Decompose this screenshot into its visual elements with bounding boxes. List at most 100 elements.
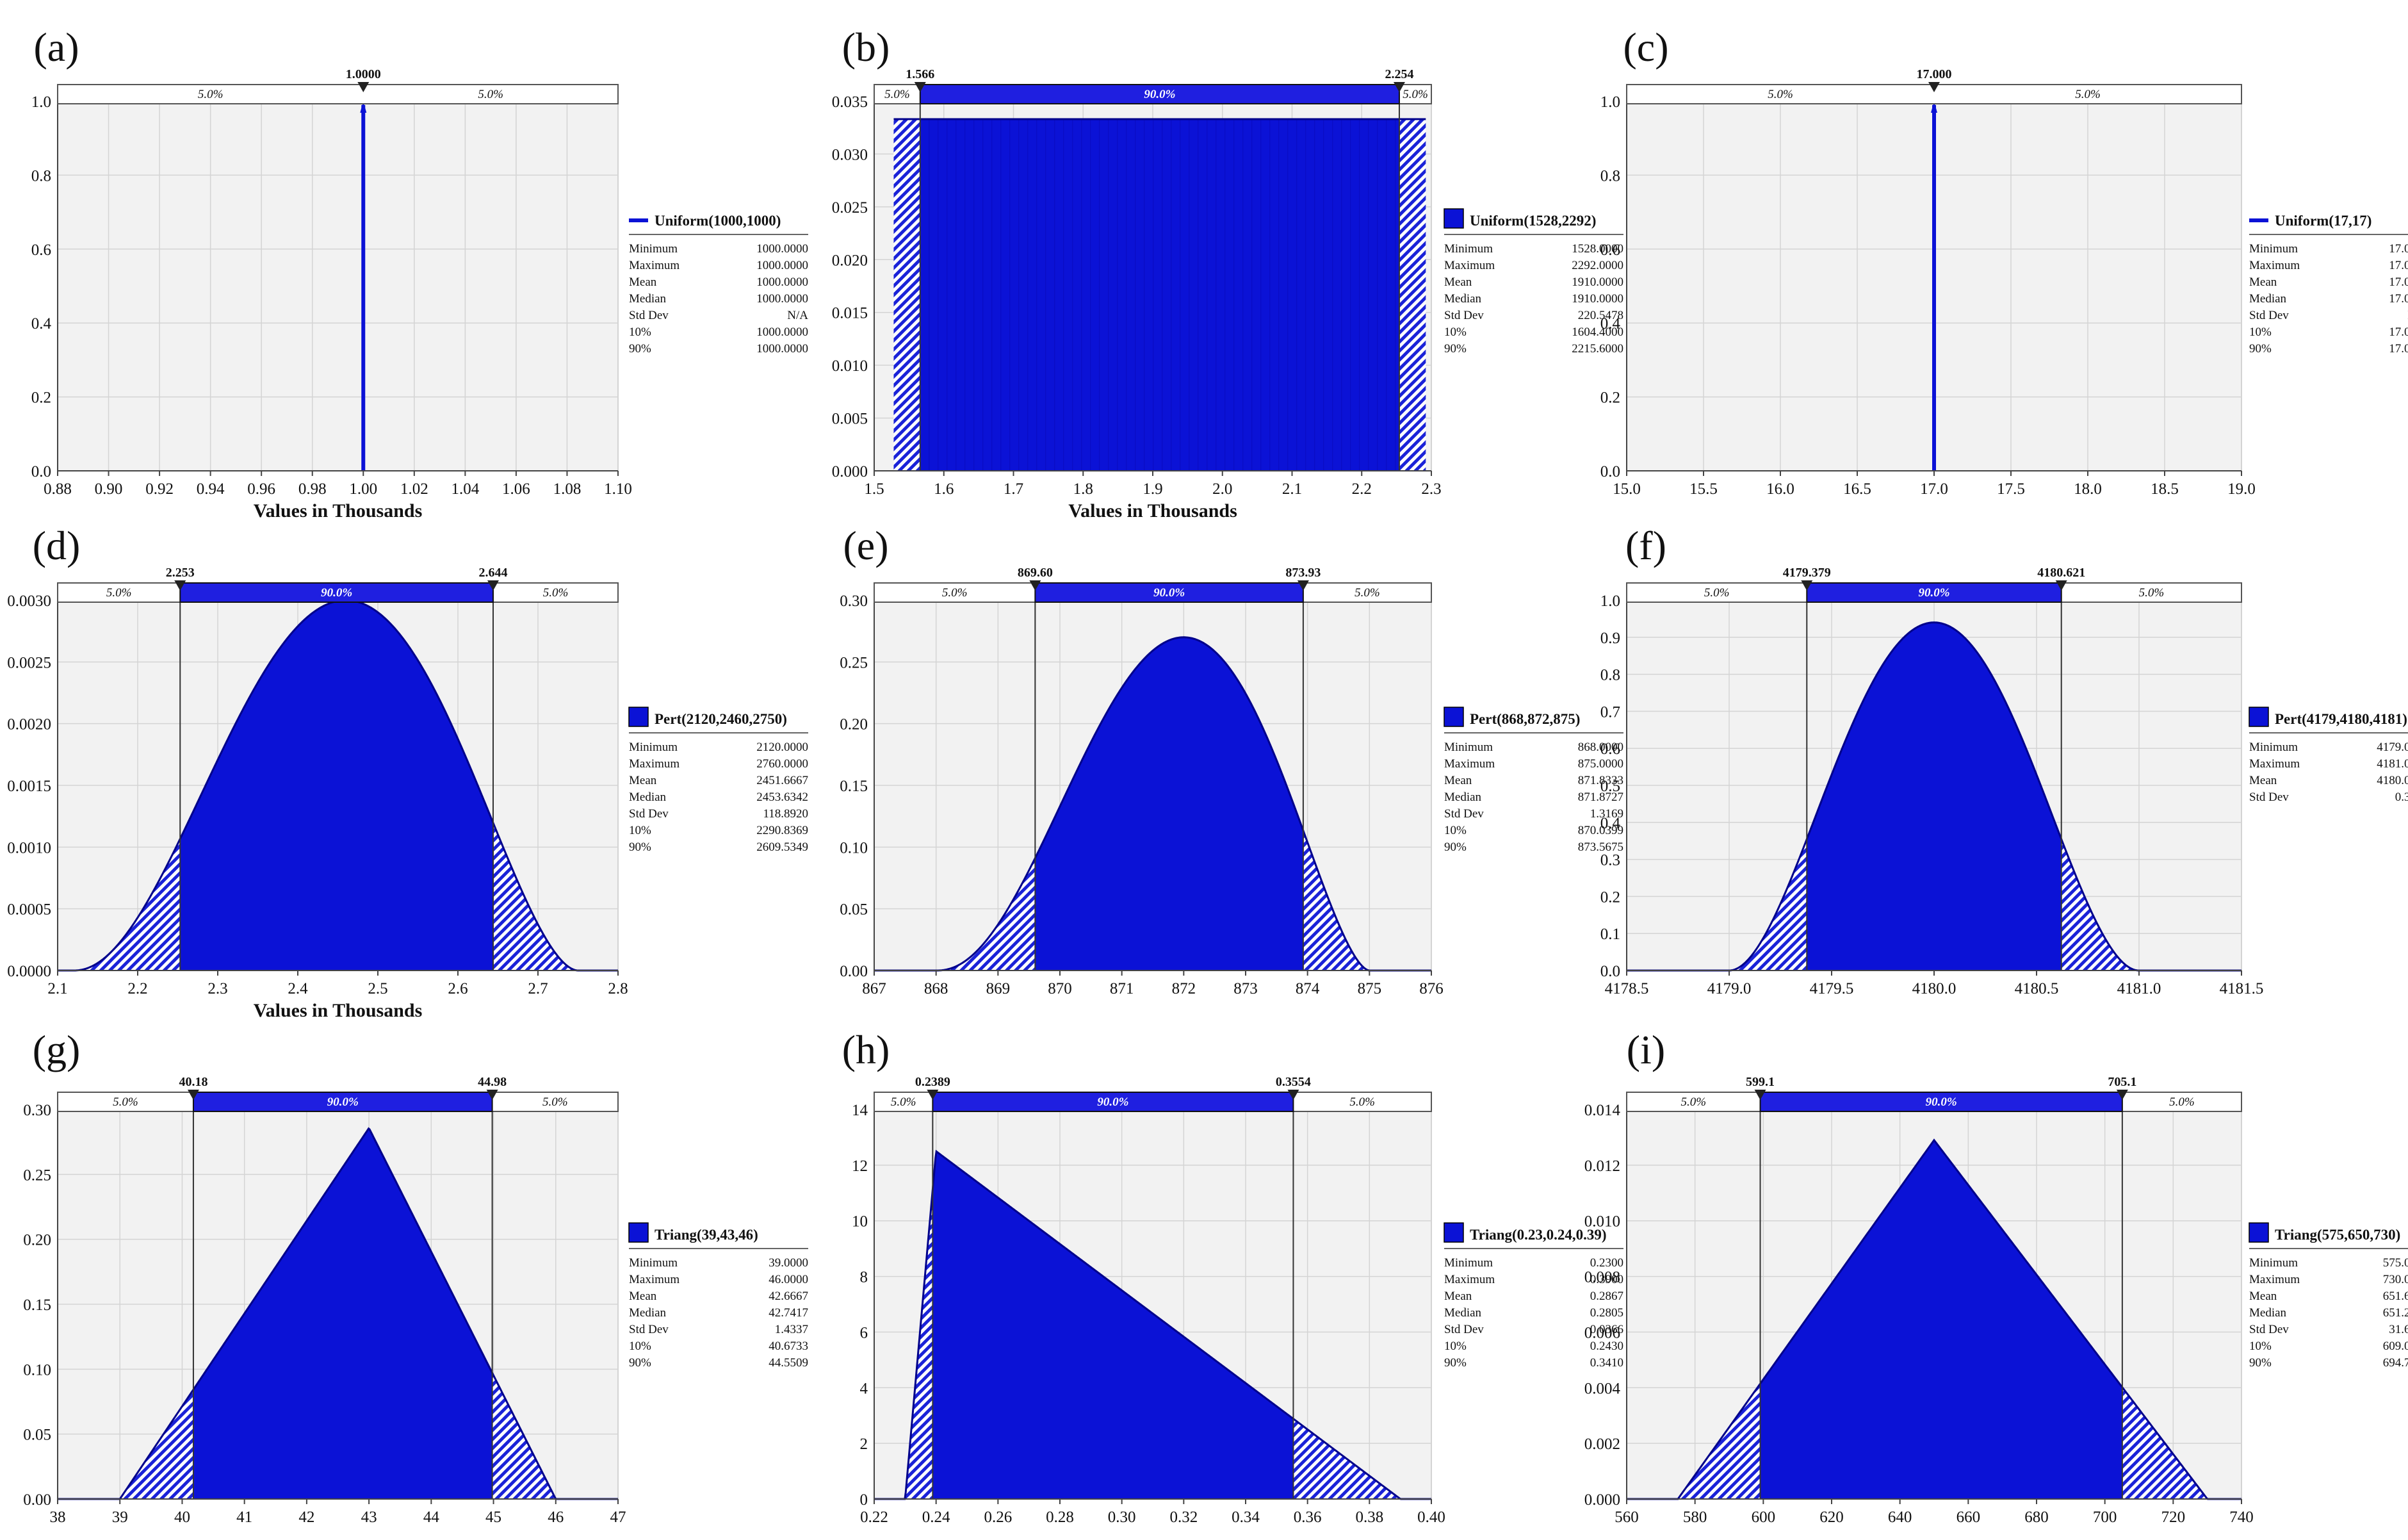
stat-label: 10% <box>2249 1339 2272 1353</box>
panel-label: (h) <box>842 1027 890 1072</box>
y-tick-label: 6 <box>860 1324 868 1341</box>
x-tick-label: 1.02 <box>400 480 428 498</box>
stat-value: 4179.0000 <box>2377 741 2408 754</box>
stat-label: Maximum <box>2249 259 2300 272</box>
y-tick-label: 0.008 <box>1584 1269 1620 1286</box>
y-tick-label: 12 <box>852 1158 868 1175</box>
x-tick-label: 42 <box>298 1509 314 1526</box>
y-tick-label: 0.30 <box>23 1102 51 1119</box>
x-tick-label: 867 <box>862 980 886 997</box>
band-marker <box>357 82 370 92</box>
panel-label: (g) <box>33 1027 81 1072</box>
x-tick-label: 45 <box>485 1509 501 1526</box>
stat-value: 17.0000 <box>2389 342 2408 356</box>
stat-value: 1000.0000 <box>756 259 808 272</box>
chart-panel: (b) 1.5 1.6 1.7 1.8 1.9 2.0 2.1 2.2 2.3 0.000 0.005… <box>832 24 1623 521</box>
stat-label: Median <box>2249 292 2287 306</box>
band-marker-label: 599.1 <box>1746 1075 1775 1089</box>
stat-label: Maximum <box>2249 757 2300 771</box>
band-marker <box>2055 580 2067 591</box>
legend-box-icon <box>1444 707 1464 727</box>
percentile-band: 90.0% 5.0% 5.0% 0.2389 0.3554 <box>874 1075 1432 1112</box>
band-middle-pct: 90.0% <box>1144 88 1175 101</box>
x-tick-label: 47 <box>610 1509 626 1526</box>
stat-value: 575.0000 <box>2383 1256 2408 1270</box>
band-marker <box>1029 580 1041 591</box>
tail-area-left <box>893 119 920 471</box>
y-tick-label: 0.3 <box>1600 852 1620 869</box>
stat-value: 694.7564 <box>2383 1356 2408 1370</box>
stat-value: 17.0000 <box>2389 242 2408 256</box>
stat-label: Mean <box>1444 774 1472 787</box>
tail-area-left <box>1627 1383 1761 1499</box>
stat-label: Median <box>629 790 667 804</box>
y-tick-label: 0.0020 <box>7 716 51 733</box>
density-area <box>1807 622 2062 971</box>
x-tick-label: 1.5 <box>864 480 884 498</box>
x-tick-label: 873 <box>1233 980 1258 997</box>
stat-value: 31.6447 <box>2389 1323 2408 1336</box>
stat-label: Std Dev <box>1444 309 1484 322</box>
density-line <box>874 636 1431 972</box>
stat-value: 39.0000 <box>769 1256 808 1270</box>
y-tick-label: 10 <box>852 1213 868 1231</box>
tail-area-left <box>874 1189 933 1499</box>
stat-label: Minimum <box>1444 741 1493 754</box>
x-tick-label: 0.98 <box>298 480 327 498</box>
stat-value: 730.0000 <box>2383 1273 2408 1286</box>
stat-label: Minimum <box>2249 242 2298 256</box>
stat-value: 1000.0000 <box>756 292 808 306</box>
band-marker <box>1754 1090 1766 1100</box>
x-tick-label: 4181.5 <box>2220 980 2264 997</box>
stat-label: Minimum <box>629 741 678 754</box>
stat-value: 2292.0000 <box>1572 259 1623 272</box>
band-left-pct: 5.0% <box>1704 586 1730 600</box>
x-tick-label: 2.2 <box>127 980 147 997</box>
legend: Triang(575,650,730) Minimum 575.0000 Maximu… <box>2249 1222 2408 1370</box>
x-tick-label: 15.0 <box>1613 480 1641 498</box>
stat-label: 10% <box>629 824 651 837</box>
x-tick-label: 19.0 <box>2227 480 2256 498</box>
x-tick-label: 0.34 <box>1232 1509 1260 1526</box>
density-area <box>1760 1140 2122 1499</box>
y-tick-label: 0.15 <box>23 1297 51 1314</box>
tail-area-right <box>2061 839 2241 971</box>
x-tick-label: 0.24 <box>922 1509 950 1526</box>
x-tick-label: 2.0 <box>1212 480 1232 498</box>
y-tick-label: 0.8 <box>1600 167 1620 184</box>
y-tick-label: 0.035 <box>832 94 868 111</box>
stat-value: 220.5478 <box>1578 309 1623 322</box>
band-marker <box>927 1090 939 1100</box>
tail-area-left <box>58 839 181 971</box>
x-tick-label: 43 <box>361 1509 377 1526</box>
stat-value: 118.8920 <box>763 807 808 821</box>
x-tick-label: 0.94 <box>197 480 225 498</box>
chart-panel: (e) 867 868 869 870 871 872 873 874 875 876 0.00 0.0… <box>840 523 1623 997</box>
density-area <box>920 119 1399 471</box>
band-marker <box>1297 580 1309 591</box>
stat-value: 46.0000 <box>769 1273 808 1286</box>
band-left-pct: 5.0% <box>884 88 910 101</box>
y-tick-label: 0.014 <box>1584 1102 1621 1119</box>
band-right-pct: 5.0% <box>543 586 569 600</box>
y-tick-label: 0.25 <box>840 654 868 671</box>
x-tick-label: 0.22 <box>860 1509 888 1526</box>
stat-value: 1.4337 <box>775 1323 808 1336</box>
stat-value: 2120.0000 <box>756 741 808 754</box>
stat-value: 1910.0000 <box>1572 275 1623 289</box>
x-tick-label: 869 <box>986 980 1011 997</box>
tail-area-right <box>1399 119 1426 471</box>
legend: Pert(2120,2460,2750) Minimum 2120.0000 Maxi… <box>628 707 808 854</box>
x-tick-label: 44 <box>423 1509 440 1526</box>
tail-area-right <box>1293 1418 1431 1499</box>
band-left-pct: 5.0% <box>1768 88 1793 101</box>
percentile-band: 90.0% 5.0% 5.0% 599.1 705.1 <box>1626 1075 2242 1112</box>
x-tick-label: 4178.5 <box>1605 980 1649 997</box>
stat-value: 44.5509 <box>769 1356 808 1370</box>
band-right-pct: 5.0% <box>2139 586 2165 600</box>
y-tick-label: 0.6 <box>1600 242 1620 259</box>
band-middle <box>919 84 1400 104</box>
x-axis-label: Values in Thousands <box>254 500 423 521</box>
x-tick-label: 680 <box>2024 1509 2049 1526</box>
chart-panel: (h) 0.22 0.24 0.26 0.28 0.30 0.32 0.34 0.36 0.38 0… <box>842 1027 1623 1526</box>
